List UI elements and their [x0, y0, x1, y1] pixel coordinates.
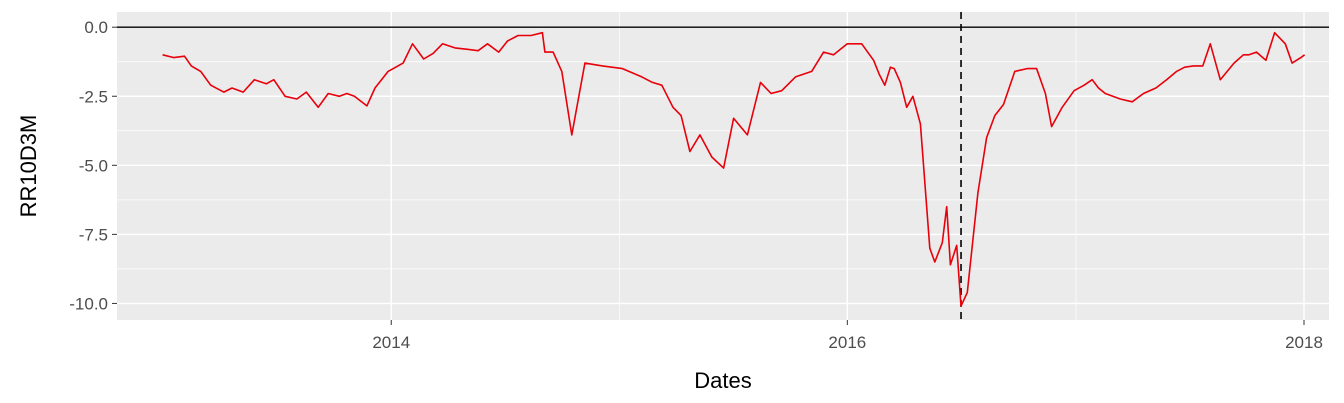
y-tick-label: -7.5	[79, 225, 108, 244]
x-axis-title: Dates	[694, 368, 751, 393]
y-tick-label: -5.0	[79, 156, 108, 175]
y-axis-title: RR10D3M	[16, 115, 41, 218]
y-axis: 0.0 -2.5 -5.0 -7.5 -10.0	[69, 18, 117, 313]
minor-gridlines	[117, 12, 1329, 320]
y-tick-label: -2.5	[79, 87, 108, 106]
series-line	[162, 31, 1306, 307]
y-tick-label: -10.0	[69, 294, 108, 313]
x-tick-label: 2016	[828, 333, 866, 352]
x-tick-label: 2018	[1285, 333, 1323, 352]
reference-lines	[117, 12, 1329, 320]
y-tick-label: 0.0	[84, 18, 108, 37]
x-tick-label: 2014	[372, 333, 410, 352]
x-axis: 2014 2016 2018	[372, 320, 1323, 352]
